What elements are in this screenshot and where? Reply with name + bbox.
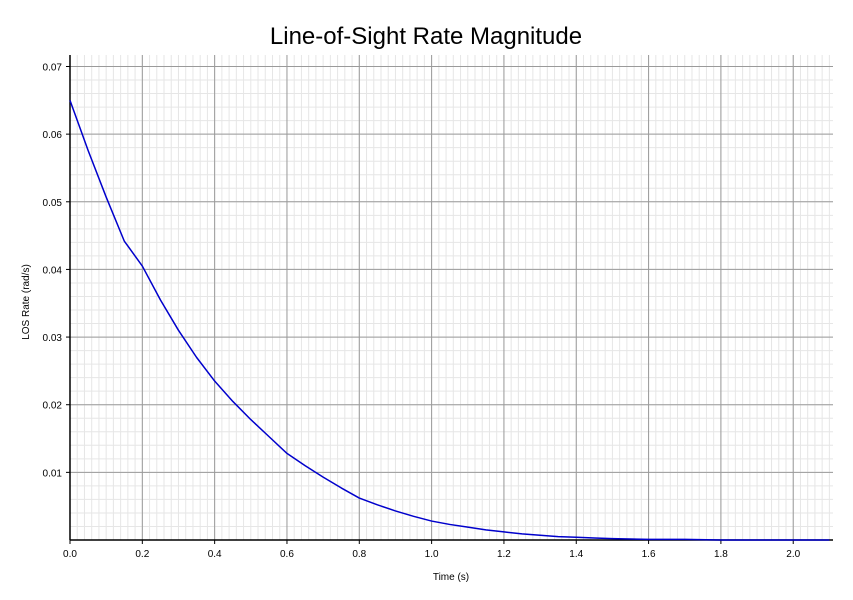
x-tick-label: 1.6 <box>642 549 656 560</box>
x-tick-label: 0.2 <box>135 549 149 560</box>
y-tick-label: 0.07 <box>43 62 63 73</box>
x-axis-label: Time (s) <box>433 572 469 583</box>
x-tick-label: 0.6 <box>280 549 294 560</box>
series-layer <box>69 100 830 541</box>
series-line-0 <box>69 100 830 541</box>
major-grid <box>69 55 833 540</box>
x-axis-ticks: 0.0 0.2 0.4 0.6 0.8 1.0 1.2 1.4 1.6 1.8 2.0 <box>63 540 801 560</box>
x-tick-label: 1.8 <box>714 549 728 560</box>
y-tick-label: 0.01 <box>43 468 63 479</box>
y-tick-label: 0.05 <box>43 198 63 209</box>
x-tick-label: 1.4 <box>569 549 583 560</box>
x-tick-label: 1.2 <box>497 549 511 560</box>
y-tick-label: 0.06 <box>43 130 63 141</box>
x-tick-label: 0.0 <box>63 549 77 560</box>
x-tick-label: 1.0 <box>425 549 439 560</box>
y-tick-label: 0.02 <box>43 401 63 412</box>
x-tick-label: 0.4 <box>208 549 222 560</box>
y-tick-label: 0.04 <box>43 265 63 276</box>
y-tick-label: 0.03 <box>43 333 63 344</box>
x-tick-label: 2.0 <box>786 549 800 560</box>
x-tick-label: 0.8 <box>352 549 366 560</box>
y-axis-label: LOS Rate (rad/s) <box>21 264 32 340</box>
y-axis-ticks: 0.01 0.02 0.03 0.04 0.05 0.06 0.07 <box>43 62 70 479</box>
chart-title: Line-of-Sight Rate Magnitude <box>270 23 582 50</box>
